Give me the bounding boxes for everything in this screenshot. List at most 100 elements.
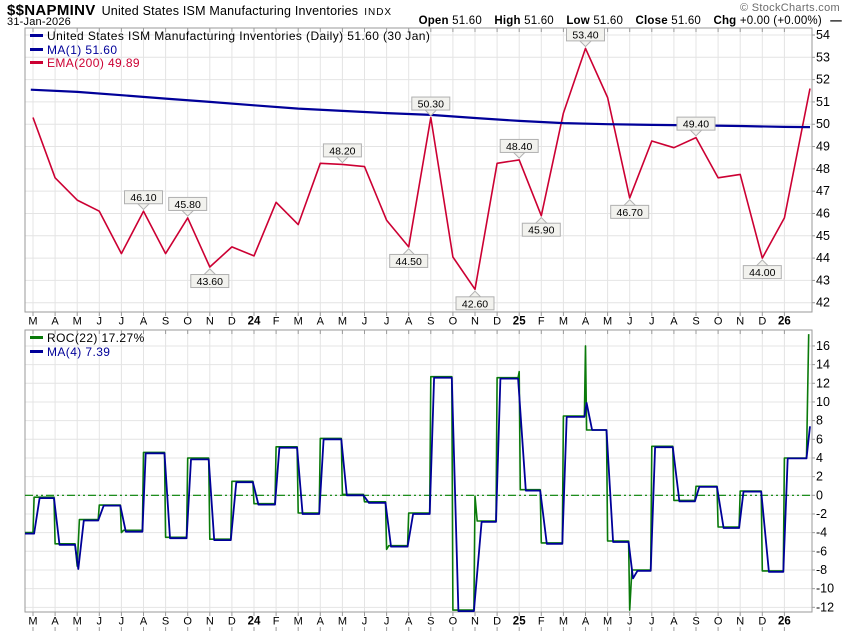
value-callout: 45.90 (521, 216, 561, 237)
y-axis-label: 43 (816, 273, 830, 287)
open-label: Open (418, 14, 449, 27)
high-value: 51.60 (524, 14, 554, 27)
x-axis-label: A (670, 616, 678, 628)
x-axis-label: J (97, 616, 103, 628)
legend-item-ma1: MA(1) 51.60 (30, 43, 430, 58)
x-axis-label: A (405, 316, 413, 328)
y-axis-label: 54 (816, 28, 830, 42)
x-axis-label: M (338, 616, 347, 628)
x-axis-label: D (493, 616, 501, 628)
legend-roc-label: ROC(22) 17.27% (47, 331, 145, 345)
x-axis-label: J (649, 316, 655, 328)
ma4-line-marker (30, 349, 43, 353)
y-axis-label: 0 (816, 488, 823, 502)
x-axis-label: F (538, 316, 545, 328)
x-axis-label: M (73, 616, 82, 628)
x-axis-label: N (206, 616, 214, 628)
x-axis-label: M (28, 316, 37, 328)
y-axis-label: 8 (816, 414, 823, 428)
x-axis-label: M (294, 616, 303, 628)
x-axis-label: O (183, 316, 192, 328)
price-line-marker (30, 34, 43, 38)
callout-value: 44.50 (396, 256, 422, 268)
x-axis-label: M (73, 316, 82, 328)
x-axis-label: A (405, 616, 413, 628)
x-axis-label: S (427, 316, 434, 328)
x-axis-label: 26 (778, 316, 791, 328)
x-axis-label: J (649, 616, 655, 628)
x-axis-label: O (714, 616, 723, 628)
y-axis-label: 44 (816, 251, 830, 265)
callout-value: 44.00 (749, 267, 775, 279)
x-axis-label: N (471, 616, 479, 628)
x-axis-label: S (162, 316, 169, 328)
y-axis-label: 50 (816, 117, 830, 131)
y-axis-label: 49 (816, 140, 830, 154)
x-axis-label: A (140, 316, 148, 328)
x-axis-label: D (758, 616, 766, 628)
chg-label: Chg (713, 14, 737, 27)
x-axis-label: M (559, 616, 568, 628)
y-axis-label: 51 (816, 95, 830, 109)
x-axis-label: J (362, 316, 368, 328)
callout-value: 42.60 (462, 298, 488, 310)
instrument-title: United States ISM Manufacturing Inventor… (101, 4, 359, 18)
x-axis-label: N (471, 316, 479, 328)
x-axis-label: 25 (513, 616, 526, 628)
x-axis-label: A (317, 316, 325, 328)
value-callout: 53.40 (566, 27, 605, 48)
y-axis-label: 53 (816, 50, 830, 64)
x-axis-label: 26 (778, 616, 791, 628)
value-callout: 43.60 (190, 268, 230, 289)
roc-panel-legend: ROC(22) 17.27% MA(4) 7.39 (30, 331, 145, 359)
y-axis-label: -8 (816, 563, 827, 577)
x-axis-label: F (273, 616, 280, 628)
value-callout: 46.10 (124, 190, 163, 211)
y-axis-label: 12 (816, 376, 830, 390)
y-axis-label: -4 (816, 526, 827, 540)
value-callout: 50.30 (411, 96, 451, 117)
x-axis-label: A (51, 616, 59, 628)
x-axis-label: J (362, 616, 368, 628)
x-axis-label: O (449, 316, 458, 328)
x-axis-label: D (228, 316, 236, 328)
y-axis-label: 52 (816, 73, 830, 87)
value-callout: 44.50 (389, 248, 429, 268)
y-axis-label: 10 (816, 395, 830, 409)
value-callout: 48.20 (322, 143, 362, 164)
y-axis-label: 48 (816, 162, 830, 176)
x-axis-label: M (559, 316, 568, 328)
x-axis-label: J (119, 616, 125, 628)
x-axis-label: 25 (513, 316, 526, 328)
value-callout: 42.60 (455, 290, 495, 311)
low-value: 51.60 (593, 14, 624, 27)
value-callout: 45.80 (168, 196, 208, 217)
x-axis-label: J (627, 616, 633, 628)
x-axis-label: N (736, 616, 744, 628)
x-axis-label: S (692, 616, 699, 628)
ohlc-quote-row: Open 51.60 High 51.60 Low 51.60 Close 51… (410, 15, 842, 27)
callout-value: 49.40 (683, 119, 709, 131)
x-axis-label: A (582, 316, 590, 328)
value-callout: 46.70 (610, 198, 650, 219)
x-axis-label: A (140, 616, 148, 628)
value-callout: 49.40 (676, 116, 716, 137)
x-axis-label: J (384, 616, 390, 628)
callout-value: 43.60 (197, 276, 223, 288)
x-axis-label: 24 (248, 316, 261, 328)
x-axis-label: S (692, 316, 699, 328)
chart-date: 31-Jan-2026 (7, 16, 71, 28)
chart-header: $$NAPMINV United States ISM Manufacturing… (7, 2, 392, 20)
x-axis-label: D (758, 316, 766, 328)
x-axis-label: N (736, 316, 744, 328)
x-axis-label: A (670, 316, 678, 328)
legend-price-label: United States ISM Manufacturing Inventor… (47, 29, 431, 43)
y-axis-label: 46 (816, 206, 830, 220)
x-axis-label: J (627, 316, 633, 328)
callout-value: 45.90 (528, 225, 554, 237)
unchanged-dash: — (830, 14, 842, 27)
y-axis-label: -12 (816, 600, 834, 614)
y-axis-label: 2 (816, 470, 823, 484)
